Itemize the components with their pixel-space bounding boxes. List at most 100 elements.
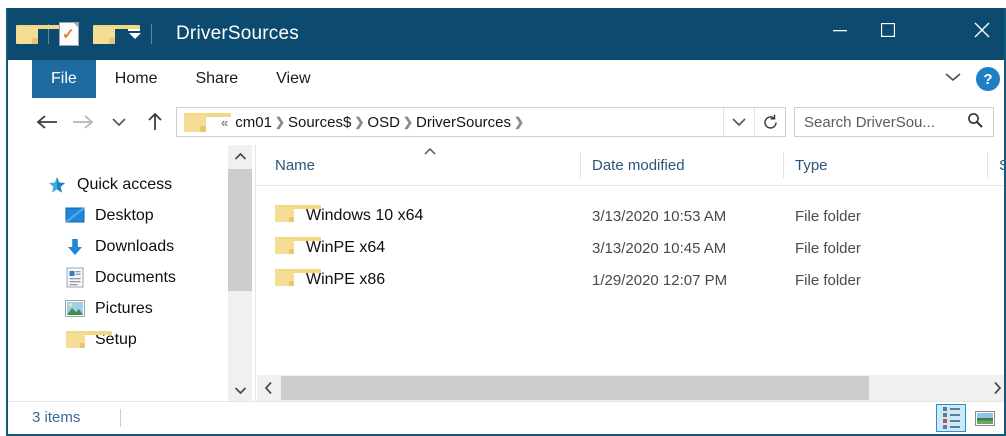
- help-button[interactable]: ?: [976, 67, 1000, 91]
- sort-ascending-caret-icon: [423, 145, 437, 159]
- ribbon-right-controls: ?: [944, 60, 1000, 98]
- ribbon-tabs: File Home Share View: [32, 60, 330, 98]
- sidebar-item-label: Documents: [95, 268, 176, 286]
- type-cell: File folder: [795, 207, 861, 225]
- address-bar-row: « cm01 ❯ Sources$ ❯ OSD ❯ DriverSources …: [8, 98, 1004, 145]
- file-name-cell: WinPE x64: [275, 237, 385, 259]
- sidebar-item-documents[interactable]: Documents: [8, 262, 228, 293]
- breadcrumb-item-driversources[interactable]: DriverSources: [416, 113, 512, 131]
- back-arrow-icon[interactable]: [32, 107, 62, 137]
- type-cell: File folder: [795, 271, 861, 289]
- download-arrow-icon: [64, 236, 86, 258]
- scrollbar-thumb[interactable]: [228, 169, 252, 291]
- breadcrumb-item-cm01[interactable]: cm01: [235, 113, 272, 131]
- close-button[interactable]: [958, 8, 1004, 52]
- column-header-name[interactable]: Name: [275, 156, 316, 174]
- breadcrumb-chevron-icon-1[interactable]: ❯: [274, 115, 285, 129]
- tab-home[interactable]: Home: [114, 70, 158, 87]
- sidebar-item-pictures[interactable]: Pictures: [8, 293, 228, 324]
- column-header-row: Name Date modified Type S: [257, 145, 1004, 186]
- breadcrumb-item-sources[interactable]: Sources$: [287, 113, 352, 131]
- file-name-cell: Windows 10 x64: [275, 205, 423, 227]
- folder-icon: [275, 205, 321, 227]
- column-header-type[interactable]: Type: [795, 156, 828, 174]
- address-bar[interactable]: « cm01 ❯ Sources$ ❯ OSD ❯ DriverSources …: [176, 107, 786, 137]
- sidebar-item-setup[interactable]: Setup: [8, 324, 228, 355]
- tab-share[interactable]: Share: [195, 70, 239, 87]
- properties-icon[interactable]: ✓: [59, 22, 79, 46]
- file-list-pane: Name Date modified Type S: [257, 145, 1004, 375]
- chevron-down-icon[interactable]: [228, 379, 252, 401]
- tab-file[interactable]: File: [32, 60, 96, 98]
- sidebar-item-label: Desktop: [95, 206, 154, 224]
- minimize-button[interactable]: [816, 8, 864, 52]
- recent-locations-chevron-icon[interactable]: [104, 107, 134, 137]
- star-icon: [46, 174, 68, 196]
- folder-icon: [64, 329, 112, 351]
- column-header-date-modified[interactable]: Date modified: [592, 156, 685, 174]
- sidebar-item-quick-access[interactable]: Quick access: [8, 169, 228, 200]
- sidebar-item-label: Pictures: [95, 299, 153, 317]
- address-dropdown-icon[interactable]: [723, 108, 754, 136]
- status-divider: [120, 409, 121, 427]
- explorer-window-frame: ✓ DriverSources: [6, 8, 1006, 436]
- up-arrow-icon[interactable]: [140, 107, 170, 137]
- chevron-up-icon[interactable]: [228, 145, 252, 167]
- chevron-right-icon[interactable]: [986, 375, 1004, 401]
- maximize-button[interactable]: [864, 8, 912, 52]
- details-view-icon: [942, 407, 960, 429]
- column-divider-3[interactable]: [987, 152, 988, 178]
- sidebar-item-label: Downloads: [95, 237, 175, 255]
- qat-separator-1: [48, 24, 49, 44]
- search-box[interactable]: Search DriverSou...: [794, 107, 994, 137]
- sidebar-item-desktop[interactable]: Desktop: [8, 200, 228, 231]
- large-icons-view-icon: [975, 410, 995, 426]
- folder-icon[interactable]: [16, 24, 63, 44]
- folder-icon: [275, 269, 321, 291]
- ribbon-strip: [8, 60, 1004, 98]
- sidebar-item-downloads[interactable]: Downloads: [8, 231, 228, 262]
- new-folder-icon[interactable]: [93, 24, 140, 44]
- address-folder-icon: [184, 112, 231, 132]
- chevron-left-icon[interactable]: [257, 375, 279, 401]
- pane-splitter[interactable]: [255, 145, 256, 401]
- large-icons-view-button[interactable]: [970, 404, 1000, 432]
- pictures-icon: [64, 298, 86, 320]
- navigation-pane-scrollbar[interactable]: [228, 145, 252, 401]
- file-name-cell: WinPE x86: [275, 269, 385, 291]
- forward-arrow-icon: [68, 107, 98, 137]
- documents-icon: [64, 267, 86, 289]
- date-modified-cell: 1/29/2020 12:07 PM: [592, 271, 728, 289]
- chevron-down-icon[interactable]: [944, 70, 962, 88]
- file-list-horizontal-scrollbar[interactable]: [257, 375, 1004, 401]
- sidebar-item-label: Quick access: [77, 175, 173, 193]
- search-icon[interactable]: [967, 112, 983, 133]
- breadcrumb-chevron-icon-3[interactable]: ❯: [402, 115, 413, 129]
- table-row[interactable]: Windows 10 x64 3/13/2020 10:53 AM File f…: [257, 200, 1004, 232]
- column-header-size[interactable]: S: [999, 145, 1004, 185]
- desktop-icon: [64, 205, 86, 227]
- folder-icon: [275, 237, 321, 259]
- table-row[interactable]: WinPE x86 1/29/2020 12:07 PM File folder: [257, 264, 1004, 296]
- refresh-icon[interactable]: [754, 108, 785, 136]
- customize-qat-caret-icon[interactable]: [127, 24, 141, 44]
- column-divider-2[interactable]: [783, 152, 784, 178]
- table-row[interactable]: WinPE x64 3/13/2020 10:45 AM File folder: [257, 232, 1004, 264]
- date-modified-cell: 3/13/2020 10:53 AM: [592, 207, 727, 225]
- date-modified-cell: 3/13/2020 10:45 AM: [592, 239, 727, 257]
- item-count-label: 3 items: [32, 409, 81, 426]
- details-view-button[interactable]: [936, 404, 966, 432]
- qat-separator-2: [151, 24, 152, 44]
- scrollbar-thumb[interactable]: [281, 376, 869, 400]
- breadcrumb-chevron-icon-4[interactable]: ❯: [514, 115, 525, 129]
- type-cell: File folder: [795, 239, 861, 257]
- column-divider-1[interactable]: [580, 152, 581, 178]
- breadcrumb-item-osd[interactable]: OSD: [367, 113, 400, 131]
- search-input[interactable]: Search DriverSou...: [804, 113, 935, 131]
- breadcrumb-chevron-icon-2[interactable]: ❯: [354, 115, 365, 129]
- breadcrumb-overflow[interactable]: «: [221, 114, 229, 130]
- title-bar: ✓ DriverSources: [8, 8, 1004, 60]
- status-bar: 3 items: [8, 401, 1004, 434]
- tab-view[interactable]: View: [276, 70, 311, 87]
